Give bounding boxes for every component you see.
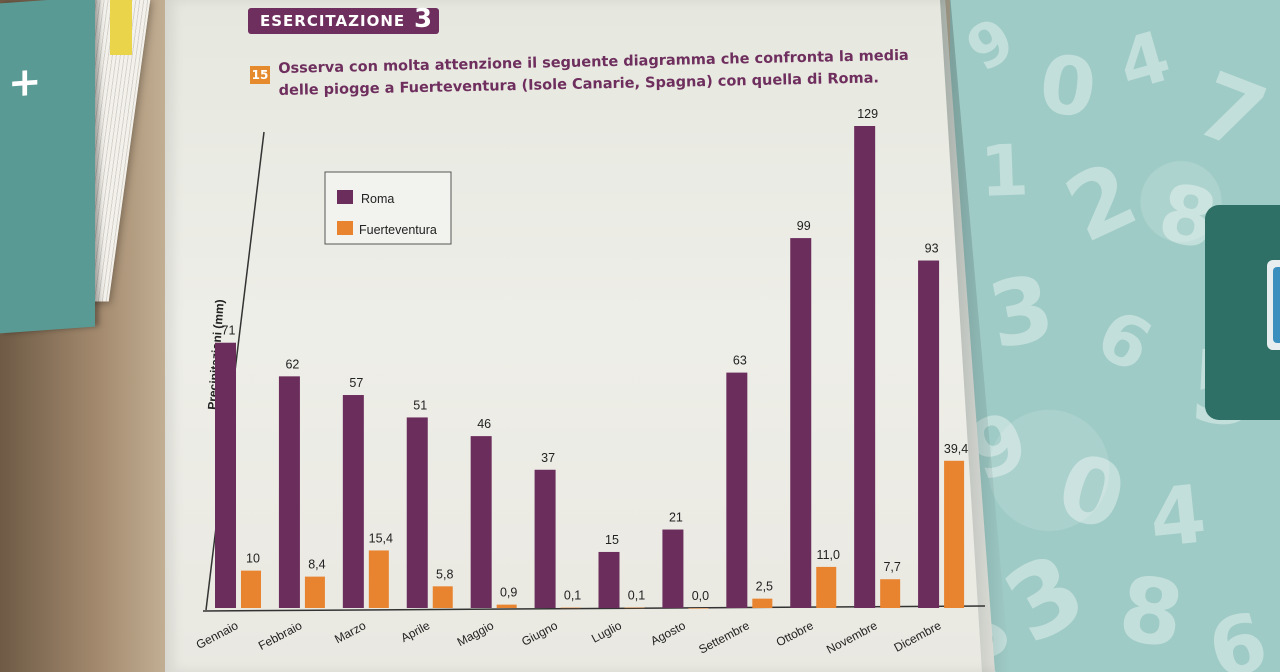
bar-fuerteventura	[880, 579, 901, 608]
bar-roma	[406, 417, 428, 608]
bar-fuerteventura	[816, 566, 837, 608]
value-label-fuerteventura: 15,4	[369, 531, 393, 545]
bar-roma	[598, 551, 620, 608]
bar-fuerteventura	[560, 607, 581, 609]
value-label-fuerteventura: 11,0	[817, 548, 840, 562]
value-label-fuerteventura: 10	[246, 552, 260, 566]
bar-roma	[278, 376, 300, 608]
legend-swatch-fuerteventura	[337, 221, 353, 235]
value-label-roma: 21	[669, 511, 683, 525]
bar-fuerteventura	[304, 576, 325, 608]
value-label-roma: 62	[285, 357, 299, 371]
value-label-roma: 46	[477, 417, 491, 431]
category-tick-label: Marzo	[332, 618, 368, 646]
bar-fuerteventura	[688, 608, 709, 609]
category-tick-label: Dicembre	[892, 618, 944, 655]
value-label-roma: 99	[797, 219, 811, 233]
value-label-fuerteventura: 0,1	[628, 589, 645, 603]
category-tick-label: Settembre	[696, 618, 752, 657]
category-tick-label: Agosto	[648, 618, 688, 648]
exercise-number-badge: 15	[250, 66, 270, 84]
bar-fuerteventura	[368, 550, 389, 608]
value-label-fuerteventura: 0,1	[564, 589, 581, 603]
bar-roma	[726, 372, 748, 608]
value-label-fuerteventura: 2,5	[756, 580, 773, 594]
book-edge-stripe	[1273, 267, 1280, 343]
legend-label-fuerteventura: Fuerteventura	[359, 223, 437, 237]
value-label-fuerteventura: 8,4	[308, 558, 325, 572]
exercise-section-number: 3	[414, 4, 434, 34]
category-tick-label: Febbraio	[256, 618, 305, 653]
bar-fuerteventura	[241, 570, 261, 608]
value-label-roma: 71	[222, 324, 236, 338]
bar-roma	[534, 469, 556, 608]
value-label-roma: 37	[541, 451, 555, 465]
bar-fuerteventura	[944, 460, 965, 608]
value-label-roma: 57	[349, 376, 363, 390]
value-label-roma: 51	[413, 398, 427, 412]
value-label-roma: 129	[857, 107, 878, 121]
category-tick-label: Giugno	[519, 618, 560, 649]
category-tick-label: Luglio	[589, 618, 624, 646]
bar-roma	[342, 395, 364, 608]
value-label-fuerteventura: 39,4	[944, 442, 968, 456]
value-label-roma: 15	[605, 533, 619, 547]
green-book-edge	[1205, 205, 1280, 420]
category-tick-label: Gennaio	[194, 618, 241, 652]
bookmark-tab	[110, 0, 132, 55]
bar-fuerteventura	[496, 604, 517, 608]
value-label-fuerteventura: 5,8	[436, 567, 453, 581]
value-label-roma: 63	[733, 354, 747, 368]
bar-fuerteventura	[432, 586, 453, 608]
value-label-roma: 93	[925, 242, 939, 256]
legend-swatch-roma	[337, 190, 353, 204]
category-tick-label: Novembre	[824, 618, 880, 657]
value-label-fuerteventura: 0,9	[500, 586, 517, 600]
bar-roma	[662, 529, 684, 608]
category-tick-label: Ottobre	[774, 618, 816, 649]
exercise-section-header: ESERCITAZIONE 3	[248, 4, 440, 34]
exercise-section-label: ESERCITAZIONE	[260, 12, 406, 30]
value-label-fuerteventura: 7,7	[883, 560, 900, 574]
bar-roma	[215, 342, 236, 608]
bar-fuerteventura	[752, 598, 773, 608]
category-tick-label: Aprile	[398, 618, 432, 645]
value-label-fuerteventura: 0,0	[692, 589, 709, 603]
bar-roma	[470, 436, 492, 608]
bar-roma	[790, 238, 812, 608]
bar-roma	[918, 260, 940, 608]
legend-label-roma: Roma	[361, 192, 394, 206]
bar-fuerteventura	[624, 607, 645, 609]
category-tick-label: Maggio	[455, 618, 497, 649]
bar-roma	[854, 126, 876, 608]
